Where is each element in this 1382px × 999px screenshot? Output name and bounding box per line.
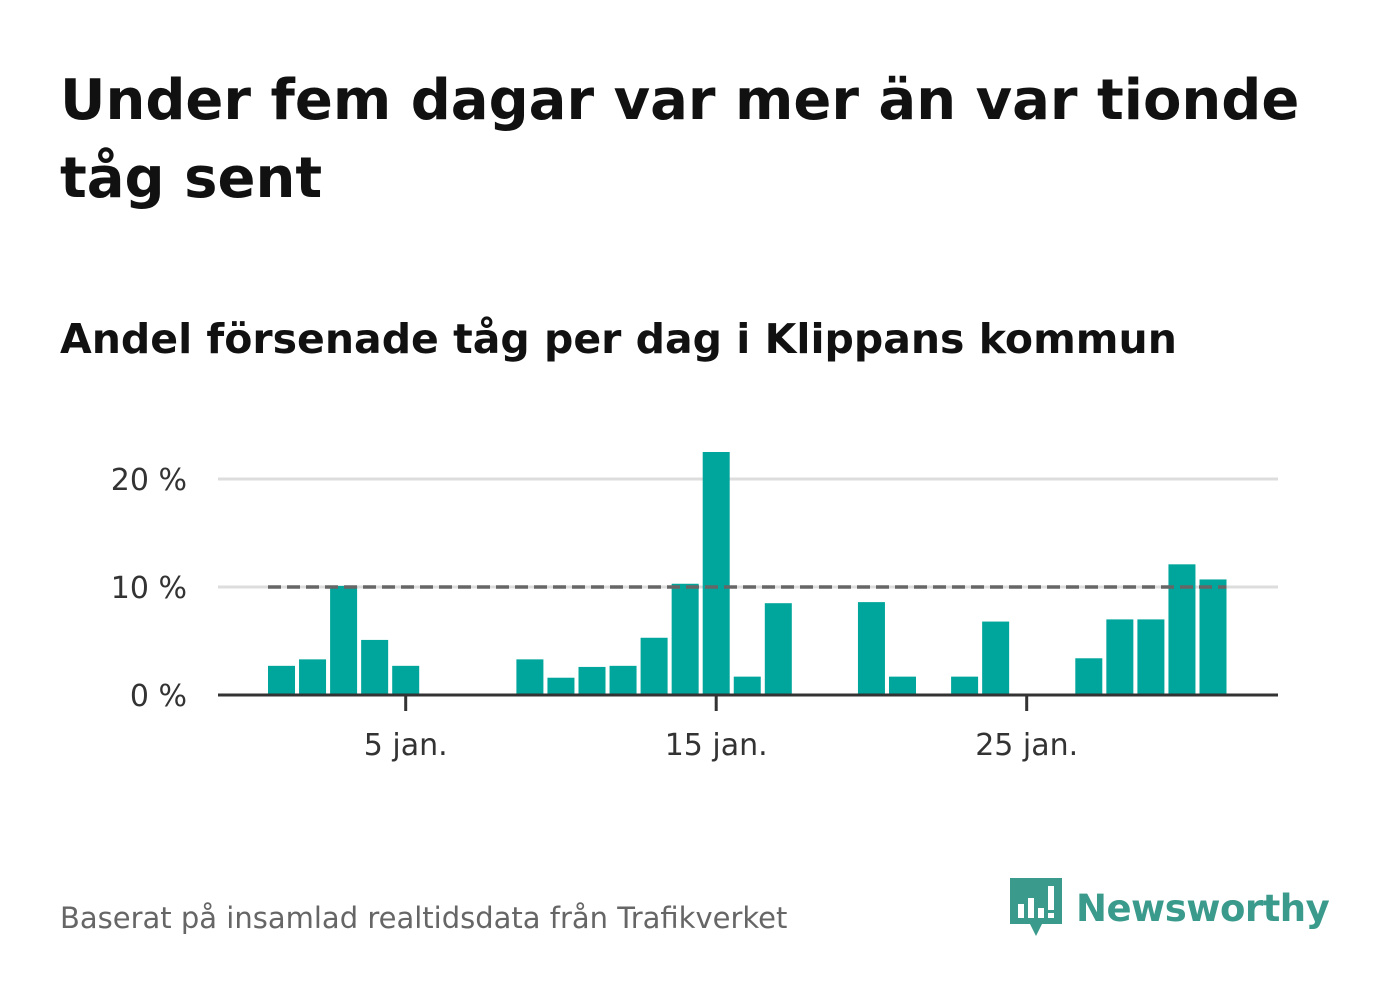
source-note: Baserat på insamlad realtidsdata från Tr… bbox=[60, 901, 788, 935]
grid-lines bbox=[218, 477, 1278, 589]
bar bbox=[330, 585, 358, 695]
bar-chart: 0 % 10 % 20 % 5 jan. 15 jan. 25 jan. bbox=[111, 452, 1278, 763]
bar bbox=[609, 665, 637, 695]
bar bbox=[1168, 564, 1196, 695]
bar bbox=[547, 677, 575, 695]
x-tick-label: 5 jan. bbox=[364, 728, 448, 763]
bar bbox=[702, 452, 730, 695]
bar bbox=[857, 602, 885, 695]
brand-name: Newsworthy bbox=[1076, 886, 1330, 930]
y-tick-label: 10 % bbox=[111, 571, 187, 606]
bar bbox=[1106, 619, 1134, 695]
bar bbox=[671, 583, 699, 695]
bar bbox=[1075, 658, 1103, 695]
bar bbox=[733, 676, 761, 695]
bar bbox=[951, 676, 979, 695]
bar bbox=[268, 665, 295, 695]
bar bbox=[764, 603, 792, 695]
newsworthy-logo-icon bbox=[1010, 878, 1062, 936]
bar bbox=[361, 639, 389, 695]
bar bbox=[516, 659, 544, 695]
x-tick-label: 25 jan. bbox=[975, 728, 1078, 763]
chart-title: Under fem dagar var mer än var tionde tå… bbox=[60, 68, 1300, 211]
bar bbox=[982, 621, 1010, 695]
x-tick-label: 15 jan. bbox=[665, 728, 768, 763]
bars bbox=[268, 452, 1227, 695]
bar bbox=[889, 676, 916, 695]
axes: 0 % 10 % 20 % 5 jan. 15 jan. 25 jan. bbox=[111, 463, 1278, 763]
chart-subtitle: Andel försenade tåg per dag i Klippans k… bbox=[60, 315, 1177, 363]
bar bbox=[640, 637, 668, 695]
y-tick-label: 0 % bbox=[130, 679, 187, 714]
brand-logo: Newsworthy bbox=[1010, 878, 1330, 938]
bar bbox=[1199, 579, 1227, 695]
bar bbox=[392, 665, 420, 695]
bar bbox=[299, 659, 327, 695]
y-tick-label: 20 % bbox=[111, 463, 187, 498]
bar bbox=[1137, 619, 1165, 695]
bar bbox=[578, 666, 606, 695]
